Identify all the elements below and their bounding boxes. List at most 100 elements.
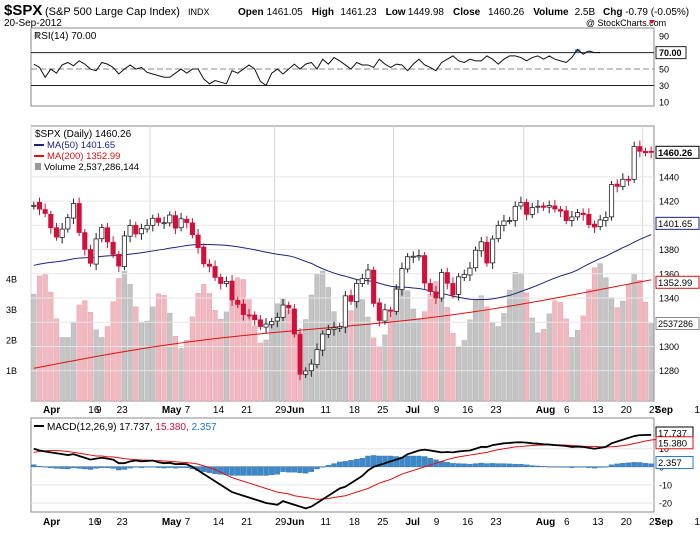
stat-label-low: Low [386,7,406,18]
volume-bar [240,279,246,402]
macd-histogram-bar [319,466,326,468]
price-x-label: 25 [377,405,389,416]
volume-bar [178,348,184,402]
symbol-title: $SPX [4,2,42,19]
macd-histogram-bar [382,455,388,467]
volume-bar [518,272,524,402]
price-tick-label: 1440 [659,172,679,182]
candle-body [608,184,615,218]
macd-x-label: 14 [213,517,225,528]
macd-x-label: May [162,517,182,528]
candle-body [138,228,144,235]
volume-bar [286,309,292,402]
macd-histogram-bar [586,466,592,468]
macd-histogram-bar [336,461,343,467]
macd-histogram-bar [563,466,569,468]
price-x-label: 14 [213,405,225,416]
macd-histogram-bar [512,463,518,467]
ma200-last-label: 1352.99 [658,278,692,289]
macd-histogram-bar [342,461,349,467]
candle-body [331,327,337,330]
macd-histogram-bar [308,466,315,472]
macd-x-label: 11 [321,517,332,528]
macd-histogram-bar [240,466,247,476]
candle-body [546,205,552,208]
volume-last-label: 2537286 [658,319,693,329]
candle-body [308,363,314,372]
macd-x-label: 10 [694,517,700,528]
candle-body [501,220,507,226]
volume-bar [133,306,139,402]
volume-bar [586,289,592,402]
volume-bar [467,319,473,402]
candle-body [603,216,609,221]
macd-histogram-bar [637,462,643,467]
ma50-last-label: 1401.65 [658,219,692,230]
volume-tick-label: 3B [6,305,17,315]
macd-histogram-bar [257,466,264,476]
volume-bar [189,316,195,402]
price-legend-symbol: $SPX (Daily) 1460.26 [35,129,132,140]
price-tick-label: 1360 [659,269,679,279]
macd-histogram-bar [557,466,564,468]
macd-x-label: 16 [462,517,474,528]
price-x-label: 18 [349,405,361,416]
stat-label-open: Open [238,7,264,18]
macd-histogram-bar [184,466,190,468]
volume-bar [104,326,111,402]
candle-body [104,227,111,243]
candle-body [450,283,456,296]
stat-label-close: Close [453,7,481,18]
ma50-line [33,234,652,301]
macd-histogram-bar [370,455,377,467]
candle-body [512,205,518,221]
price-x-label: Jul [405,405,420,416]
macd-histogram-bar [546,466,552,468]
candle-body [490,238,496,264]
macd-x-label: 7 [185,517,191,528]
macd-legend: MACD(12,26,9) 17.737, 15.380, 2.357 [47,422,217,433]
candle-body [422,255,428,284]
rsi-frame [30,27,655,107]
macd-histogram-bar [252,466,258,476]
candle-body [121,235,128,267]
candle-body [303,370,309,375]
price-x-label: Apr [43,405,60,416]
macd-histogram-bar [302,466,309,474]
candle-body [161,222,167,225]
macd-histogram-bar [625,462,632,467]
volume-bar [354,297,360,402]
macd-histogram-bar [359,457,366,467]
volume-bar [591,267,598,402]
candle-body [291,308,297,335]
rsi-last-value-box [655,46,687,60]
candle-body [42,209,48,214]
ma200-legend: MA(200) 1352.99 [47,151,120,162]
macd-histogram-bar [70,466,77,469]
candle-body [620,178,626,187]
volume-bar [625,284,632,402]
candle-body [93,238,99,265]
macd-histogram-bar [518,464,524,467]
macd-histogram-bar [36,466,43,467]
macd-histogram-bar [495,463,501,467]
macd-legend-value: 15.380, [155,422,191,433]
macd-legend-prefix: MACD(12,26,9) [47,422,119,433]
rsi-legend: RSI(14) 70.00 [34,31,97,42]
volume-bar [87,312,94,402]
volume-bar [535,332,541,402]
macd-legend-value: 2.357 [192,422,217,433]
macd-histogram-bar [353,459,360,467]
price-x-label: 27 [649,405,661,416]
macd-histogram-bar [631,462,637,467]
volume-bar [490,321,496,402]
macd-histogram-bar [229,466,235,476]
macd-histogram-bar [410,455,416,467]
macd-histogram-bar [65,466,71,470]
candle-body [172,215,178,229]
macd-histogram-bar [285,466,292,473]
volume-bar [597,263,603,402]
candle-body [427,283,433,292]
volume-bar [410,308,416,402]
